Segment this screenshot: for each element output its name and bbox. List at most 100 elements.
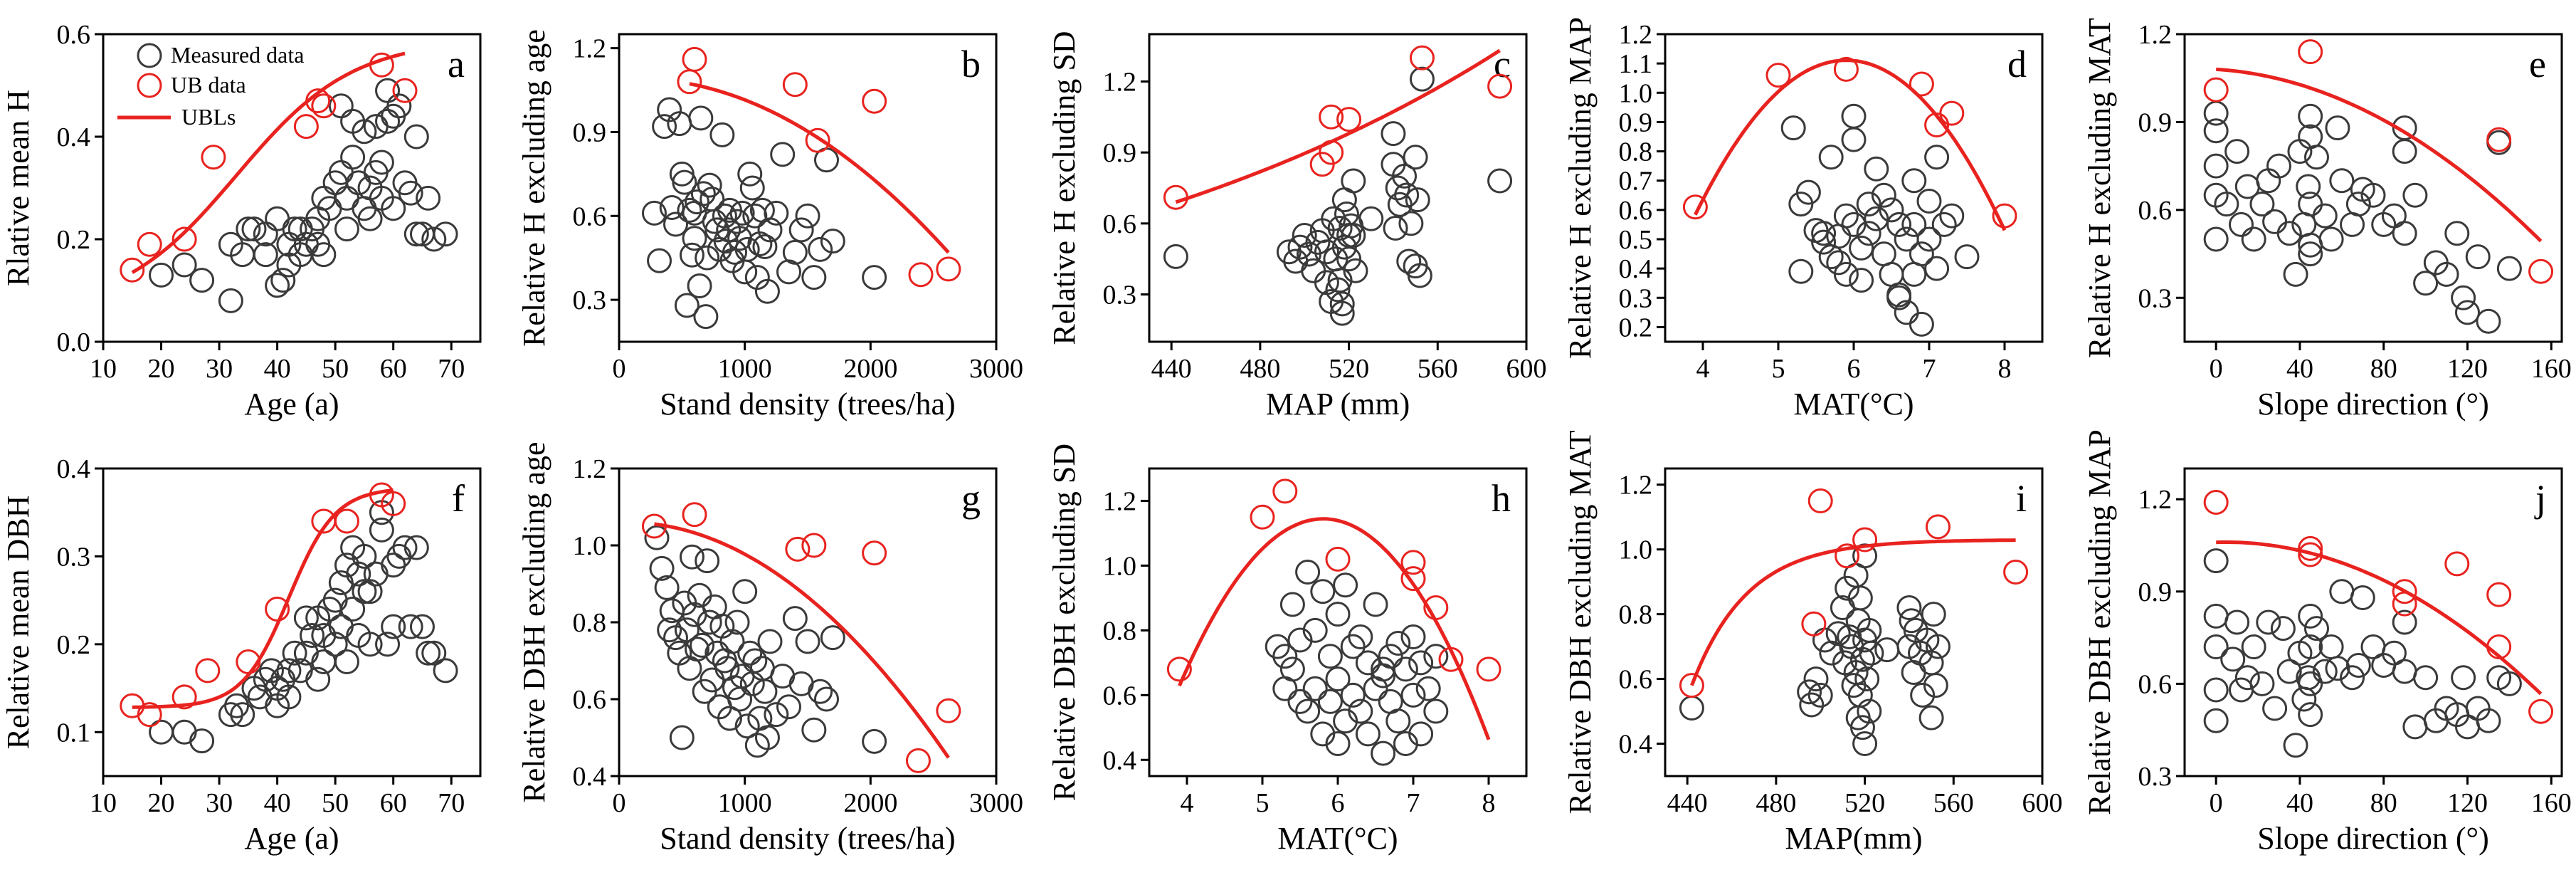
measured-point [334,216,359,242]
measured-point [820,625,845,651]
panel-h: 4 5 6 7 8 0.4 0.6 0.8 1.0 1.2 MAT(°C) Relative DBH … [1047,444,1528,856]
measured-point [2283,261,2308,287]
ubl-curve [2216,67,2543,243]
ub-point [936,256,961,282]
measured-point [2360,182,2386,208]
x-tick-label: 440 [1667,788,1708,818]
measured-point [2203,677,2229,703]
measured-point [1393,656,1418,682]
y-tick-label: 0.0 [57,328,91,357]
x-tick-label: 30 [206,788,233,818]
measured-point [1329,300,1355,326]
measured-point [2345,192,2371,217]
measured-point [677,197,702,223]
ub-point [801,533,827,558]
panel-letter: a [448,43,465,85]
x-tick-label: 520 [1329,354,1369,384]
ub-point [2203,490,2229,515]
x-axis-label: Stand density (trees/ha) [660,821,955,856]
x-tick-label: 10 [90,354,117,384]
ub-point [1487,73,1513,99]
measured-point [679,544,704,570]
measured-point [1423,644,1449,669]
measured-point [416,640,441,666]
measured-point [1329,291,1355,317]
measured-point [2203,100,2229,126]
measured-point [1287,234,1313,260]
measured-point [2413,665,2439,691]
measured-point [1835,575,1860,601]
plot-frame [2183,33,2563,343]
measured-point [1857,698,1882,724]
ub-point [1807,488,1833,513]
measured-point [1409,66,1435,92]
y-tick-label: 1.2 [1619,471,1653,501]
panel-letter: d [2007,43,2027,85]
panel-j: 0 40 80 120 160 0.3 0.6 0.9 1.2 Slope direction (… [2082,429,2572,856]
x-tick-label: 70 [438,788,465,818]
measured-point [1841,127,1867,152]
y-tick-label: 0.8 [1619,137,1653,167]
measured-point [1292,222,1317,248]
x-tick-label: 120 [2447,354,2488,384]
y-tick-label: 1.2 [1103,486,1137,516]
x-tick-label: 4 [1696,354,1710,384]
y-tick-label: 0.2 [1619,313,1653,342]
measured-point [2325,656,2350,681]
y-axis-label: Relative H excluding MAT [2082,18,2117,358]
measured-point [722,239,748,265]
y-tick-label: 1.0 [573,531,607,561]
measured-point [421,640,447,666]
x-axis-label: Age (a) [244,387,339,421]
measured-point [757,217,783,243]
measured-point [270,268,296,293]
measured-point [2298,702,2323,728]
plot-frame [2183,467,2563,777]
x-tick-label: 1000 [718,788,772,818]
x-tick-label: 80 [2370,788,2397,818]
ub-point [2486,582,2512,607]
x-axis-label: MAP (mm) [1266,387,1410,421]
measured-point [649,555,675,581]
measured-point [2392,609,2417,635]
measured-point [276,658,302,684]
ub-point [1682,194,1708,220]
x-axis-label: Age (a) [244,821,339,856]
x-tick-label: 20 [148,354,175,384]
measured-point [659,194,685,220]
ub-point [2003,560,2029,585]
measured-point [1923,673,1948,698]
y-tick-label: 0.4 [1619,254,1653,284]
measured-point [737,640,763,666]
y-tick-label: 0.6 [2138,196,2173,226]
measured-point [1314,239,1339,265]
ub-point [1400,566,1426,592]
measured-point [1408,721,1434,747]
measured-point [357,632,383,657]
measured-point [398,180,423,206]
measured-point [1423,698,1449,724]
y-tick-label: 0.7 [1619,167,1653,197]
measured-point [2203,548,2229,574]
plot-frame [102,467,482,777]
ub-point [2444,551,2470,577]
measured-point [311,242,337,268]
measured-point [776,259,801,285]
y-tick-label: 0.9 [1103,138,1137,168]
measured-point [1327,215,1353,241]
x-tick-label: 10 [90,788,117,818]
ub-point [1925,514,1951,540]
ubl-curve [654,522,950,759]
measured-point [1392,163,1418,189]
measured-point [712,203,737,229]
plot-frame [618,33,998,343]
measured-point [1859,640,1884,666]
ub-point [1835,543,1860,569]
measured-point [1849,268,1874,293]
measured-point [674,617,700,643]
measured-point [2402,714,2428,740]
measured-point [2296,174,2321,199]
measured-point [654,575,680,600]
ub-point [682,502,707,528]
measured-point [2224,609,2250,635]
